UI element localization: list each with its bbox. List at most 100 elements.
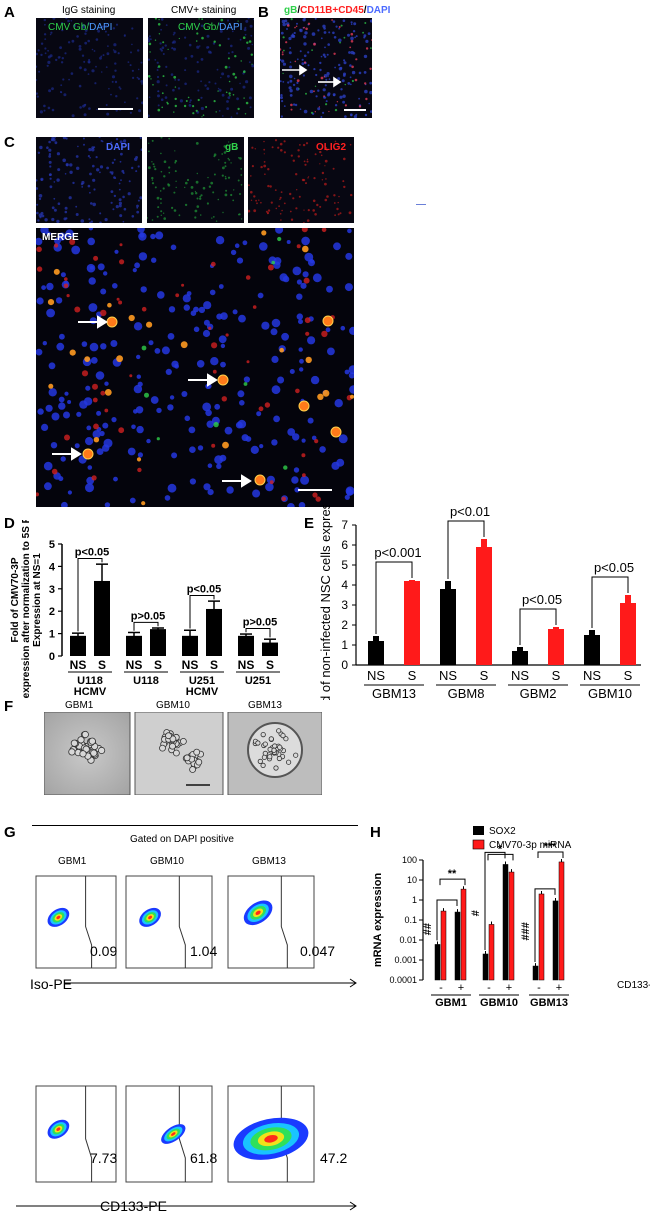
cell-dot bbox=[79, 400, 88, 409]
cell-dot bbox=[141, 501, 146, 506]
cell-dot bbox=[157, 104, 160, 107]
cell-dot bbox=[107, 45, 109, 47]
h-y-axis-label: mRNA expression bbox=[372, 873, 384, 968]
cell-dot bbox=[339, 41, 341, 44]
cell-dot bbox=[283, 151, 286, 154]
cell-dot bbox=[40, 53, 43, 57]
cell-dot bbox=[49, 173, 52, 176]
cell-dot bbox=[36, 203, 39, 206]
cell-dot bbox=[51, 468, 58, 475]
cell-dot bbox=[200, 106, 204, 111]
cell-dot bbox=[289, 47, 292, 49]
cell-dot bbox=[202, 186, 206, 190]
e-bar bbox=[440, 589, 456, 665]
cell-dot bbox=[61, 29, 64, 32]
cell-dot bbox=[206, 34, 210, 38]
panel-b-arrows bbox=[282, 64, 366, 111]
d-y-tick-label: 1 bbox=[49, 629, 55, 641]
cell-dot bbox=[170, 73, 174, 76]
cell-dot bbox=[173, 31, 176, 35]
cell-dot bbox=[157, 23, 161, 26]
cell-dot bbox=[296, 313, 303, 320]
cell-dot bbox=[295, 173, 298, 176]
d-x-tick-label: S bbox=[98, 658, 106, 672]
cell-dot bbox=[338, 63, 341, 67]
cell-dot bbox=[71, 114, 75, 118]
e-y-axis-label: Fold of non-infected NSC cells expressio… bbox=[318, 505, 333, 700]
cell-dot bbox=[249, 24, 253, 28]
cell-dot bbox=[253, 209, 257, 213]
cell-dot bbox=[256, 202, 258, 205]
cell-dot bbox=[238, 314, 246, 323]
cell-dot bbox=[304, 31, 308, 35]
cell-dot bbox=[36, 211, 39, 215]
cell-dot bbox=[306, 160, 309, 163]
cell-dot bbox=[60, 456, 66, 462]
flow-gate bbox=[85, 876, 93, 968]
cell-dot bbox=[67, 490, 72, 495]
cell-dot bbox=[364, 82, 367, 85]
cell-dot bbox=[295, 25, 298, 28]
h-hash-bracket bbox=[436, 899, 458, 941]
cell-dot bbox=[100, 71, 103, 73]
spheroid-cell bbox=[172, 749, 180, 757]
cell-dot bbox=[57, 202, 61, 205]
cell-dot bbox=[296, 22, 298, 25]
cell-dot bbox=[136, 354, 141, 360]
cell-dot bbox=[137, 165, 140, 168]
cell-dot bbox=[92, 202, 96, 207]
cell-dot bbox=[174, 170, 177, 173]
cell-dot bbox=[319, 446, 326, 453]
d-group-label: U118 bbox=[77, 675, 103, 687]
cell-dot bbox=[96, 108, 98, 111]
cell-dot bbox=[289, 94, 293, 97]
cell-dot bbox=[159, 190, 162, 192]
cell-dot bbox=[246, 360, 250, 364]
flow-plot bbox=[227, 875, 315, 969]
cell-dot bbox=[122, 220, 125, 223]
cell-dot bbox=[339, 95, 343, 99]
cell-dot bbox=[84, 32, 87, 35]
cell-dot bbox=[138, 232, 147, 241]
cell-dot bbox=[84, 29, 88, 32]
cell-dot bbox=[157, 291, 165, 299]
legend-label-sox2: SOX2 bbox=[489, 826, 516, 837]
cell-dot bbox=[198, 18, 200, 20]
e-bar bbox=[476, 547, 492, 665]
cell-dot bbox=[217, 90, 219, 92]
cell-dot bbox=[88, 107, 91, 110]
cell-dot bbox=[51, 87, 54, 91]
cell-dot bbox=[320, 116, 323, 118]
cell-dot bbox=[167, 184, 171, 187]
cell-dot bbox=[211, 443, 216, 448]
cell-dot bbox=[80, 219, 85, 223]
panel-e-chart: 0 1 2 3 4 5 6 7 Fold of non-infected NSC cells e… bbox=[318, 505, 641, 700]
cell-dot bbox=[161, 92, 164, 95]
cell-dot bbox=[141, 83, 143, 85]
cell-dot bbox=[315, 73, 318, 77]
panel-b-micrograph bbox=[280, 18, 372, 118]
cell-dot bbox=[163, 175, 166, 178]
cell-dot bbox=[281, 209, 283, 212]
cell-dot bbox=[294, 26, 296, 29]
cell-dot bbox=[76, 166, 80, 170]
cell-dot bbox=[174, 104, 177, 108]
flow-col-3: GBM13 bbox=[252, 856, 286, 867]
cell-dot bbox=[59, 333, 65, 340]
cell-dot bbox=[168, 306, 176, 313]
cell-dot bbox=[84, 356, 91, 362]
cell-dot bbox=[154, 168, 157, 171]
cell-dot bbox=[85, 437, 94, 446]
cell-dot bbox=[105, 66, 108, 68]
cell-dot bbox=[108, 87, 110, 90]
cell-dot bbox=[184, 57, 188, 60]
cell-dot bbox=[320, 154, 323, 157]
cell-dot bbox=[207, 489, 214, 496]
cell-dot bbox=[190, 186, 194, 189]
cell-dot bbox=[110, 93, 112, 96]
cell-dot bbox=[252, 489, 261, 498]
cell-dot bbox=[220, 343, 226, 349]
cell-dot bbox=[95, 65, 97, 68]
cell-dot bbox=[188, 104, 192, 107]
cell-dot bbox=[363, 34, 367, 37]
